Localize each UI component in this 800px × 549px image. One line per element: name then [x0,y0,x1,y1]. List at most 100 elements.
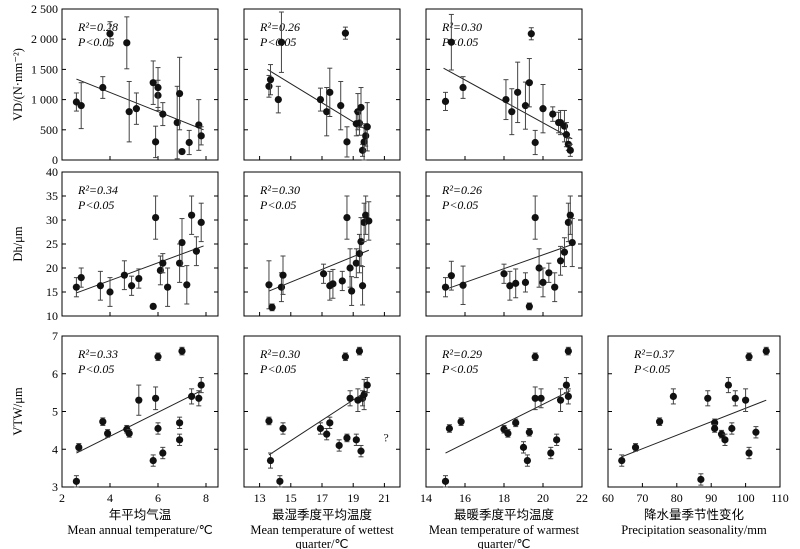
x-axis-title-en: Precipitation seasonality/mm [621,523,767,537]
y-axis-title: VD/(N·mm⁻²) [11,48,25,121]
data-point [316,424,325,433]
data-point [512,419,520,427]
data-point [357,447,365,455]
y-tick-label: 35 [46,189,58,203]
data-point [357,103,365,112]
x-tick-label: 90 [705,491,717,505]
data-point [176,89,184,98]
data-point [323,430,331,438]
r-squared-label: R²=0.30 [259,347,300,361]
data-point [562,381,571,389]
data-point [197,381,205,389]
data-point [72,477,80,485]
data-point [514,88,522,96]
data-point [506,282,514,290]
data-point [728,424,736,433]
data-point [525,428,533,436]
p-value-label: P<0.05 [441,362,478,376]
y-tick-label: 1 500 [31,62,58,76]
data-point [346,394,354,402]
data-point [553,436,561,444]
data-point [545,269,553,277]
panel-Dh-MTWAQ: R²=0.26P<0.05 [425,171,583,317]
data-point [197,218,205,226]
data-point [531,214,539,222]
data-point [523,456,532,465]
data-point [128,282,136,290]
data-point [508,108,516,116]
trend-line [621,399,767,458]
data-point [149,302,157,310]
data-point [500,270,508,278]
data-point [268,303,276,311]
data-point [362,132,370,140]
data-point [178,238,186,247]
data-point [711,424,719,433]
y-tick-label: 0 [52,153,58,167]
panel-Dh-MAT: 10 15 20 25 30 35 40 Dh/μm R²=0.34P<0.05 [11,165,219,323]
data-point [360,138,368,146]
r-squared-label: R²=0.28 [77,20,118,34]
data-point [358,282,367,290]
data-point [717,430,726,438]
r-squared-label: R²=0.37 [633,347,675,361]
x-axis-title-en-line2: quarter/℃ [478,537,531,549]
data-point [266,76,275,84]
data-point [531,138,539,147]
data-point [173,118,181,127]
data-point [519,443,528,451]
data-point [360,390,368,399]
x-tick-label: 22 [576,491,588,505]
y-tick-label: 15 [46,285,58,299]
y-tick-label: 2 000 [31,32,58,46]
x-tick-label: 110 [771,491,789,505]
p-value-label: P<0.05 [441,35,478,49]
data-point [276,477,284,485]
x-tick-label: 20 [537,491,549,505]
data-point [106,30,114,38]
p-value-label: P<0.05 [633,362,670,376]
x-tick-label: 80 [671,491,683,505]
panel-VD-MTWAQ: R²=0.30P<0.05 [425,8,583,161]
data-point [568,238,576,247]
x-tick-label: 15 [285,491,297,505]
y-tick-label: 4 [52,442,58,456]
data-point [265,82,273,90]
data-point [539,105,547,113]
x-tick-label: 60 [602,491,614,505]
data-point [560,122,569,130]
data-point [525,79,533,87]
data-point [459,281,467,289]
data-point [192,247,200,255]
p-value-label: P<0.05 [77,362,114,376]
data-point [355,250,364,258]
data-point [564,392,572,400]
x-tick-label: 18 [498,491,510,505]
data-point [176,419,184,427]
data-point [159,110,167,118]
data-point [566,211,574,219]
data-point [457,418,465,426]
x-tick-label: 14 [420,491,432,505]
x-tick-label: 6 [155,491,161,505]
data-point [537,394,545,402]
data-point [277,38,286,46]
data-point [724,381,733,389]
data-point [745,353,753,361]
data-point [77,274,85,282]
y-tick-label: 500 [40,123,58,137]
data-point [752,428,760,436]
data-point [504,429,512,437]
x-axis-title-en: Mean temperature of wettest [250,523,394,537]
data-point [547,449,555,457]
data-point [188,211,196,219]
p-value-label: P<0.05 [259,198,296,212]
data-point [72,283,80,291]
data-point [183,281,191,289]
p-value-label: P<0.05 [441,198,478,212]
data-point [704,394,712,402]
data-point [731,394,739,402]
trend-line [76,78,204,131]
data-point [135,396,143,404]
